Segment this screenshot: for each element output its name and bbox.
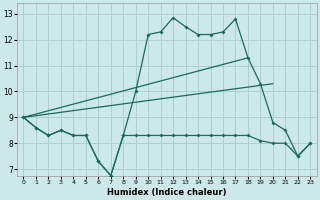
X-axis label: Humidex (Indice chaleur): Humidex (Indice chaleur) xyxy=(107,188,227,197)
